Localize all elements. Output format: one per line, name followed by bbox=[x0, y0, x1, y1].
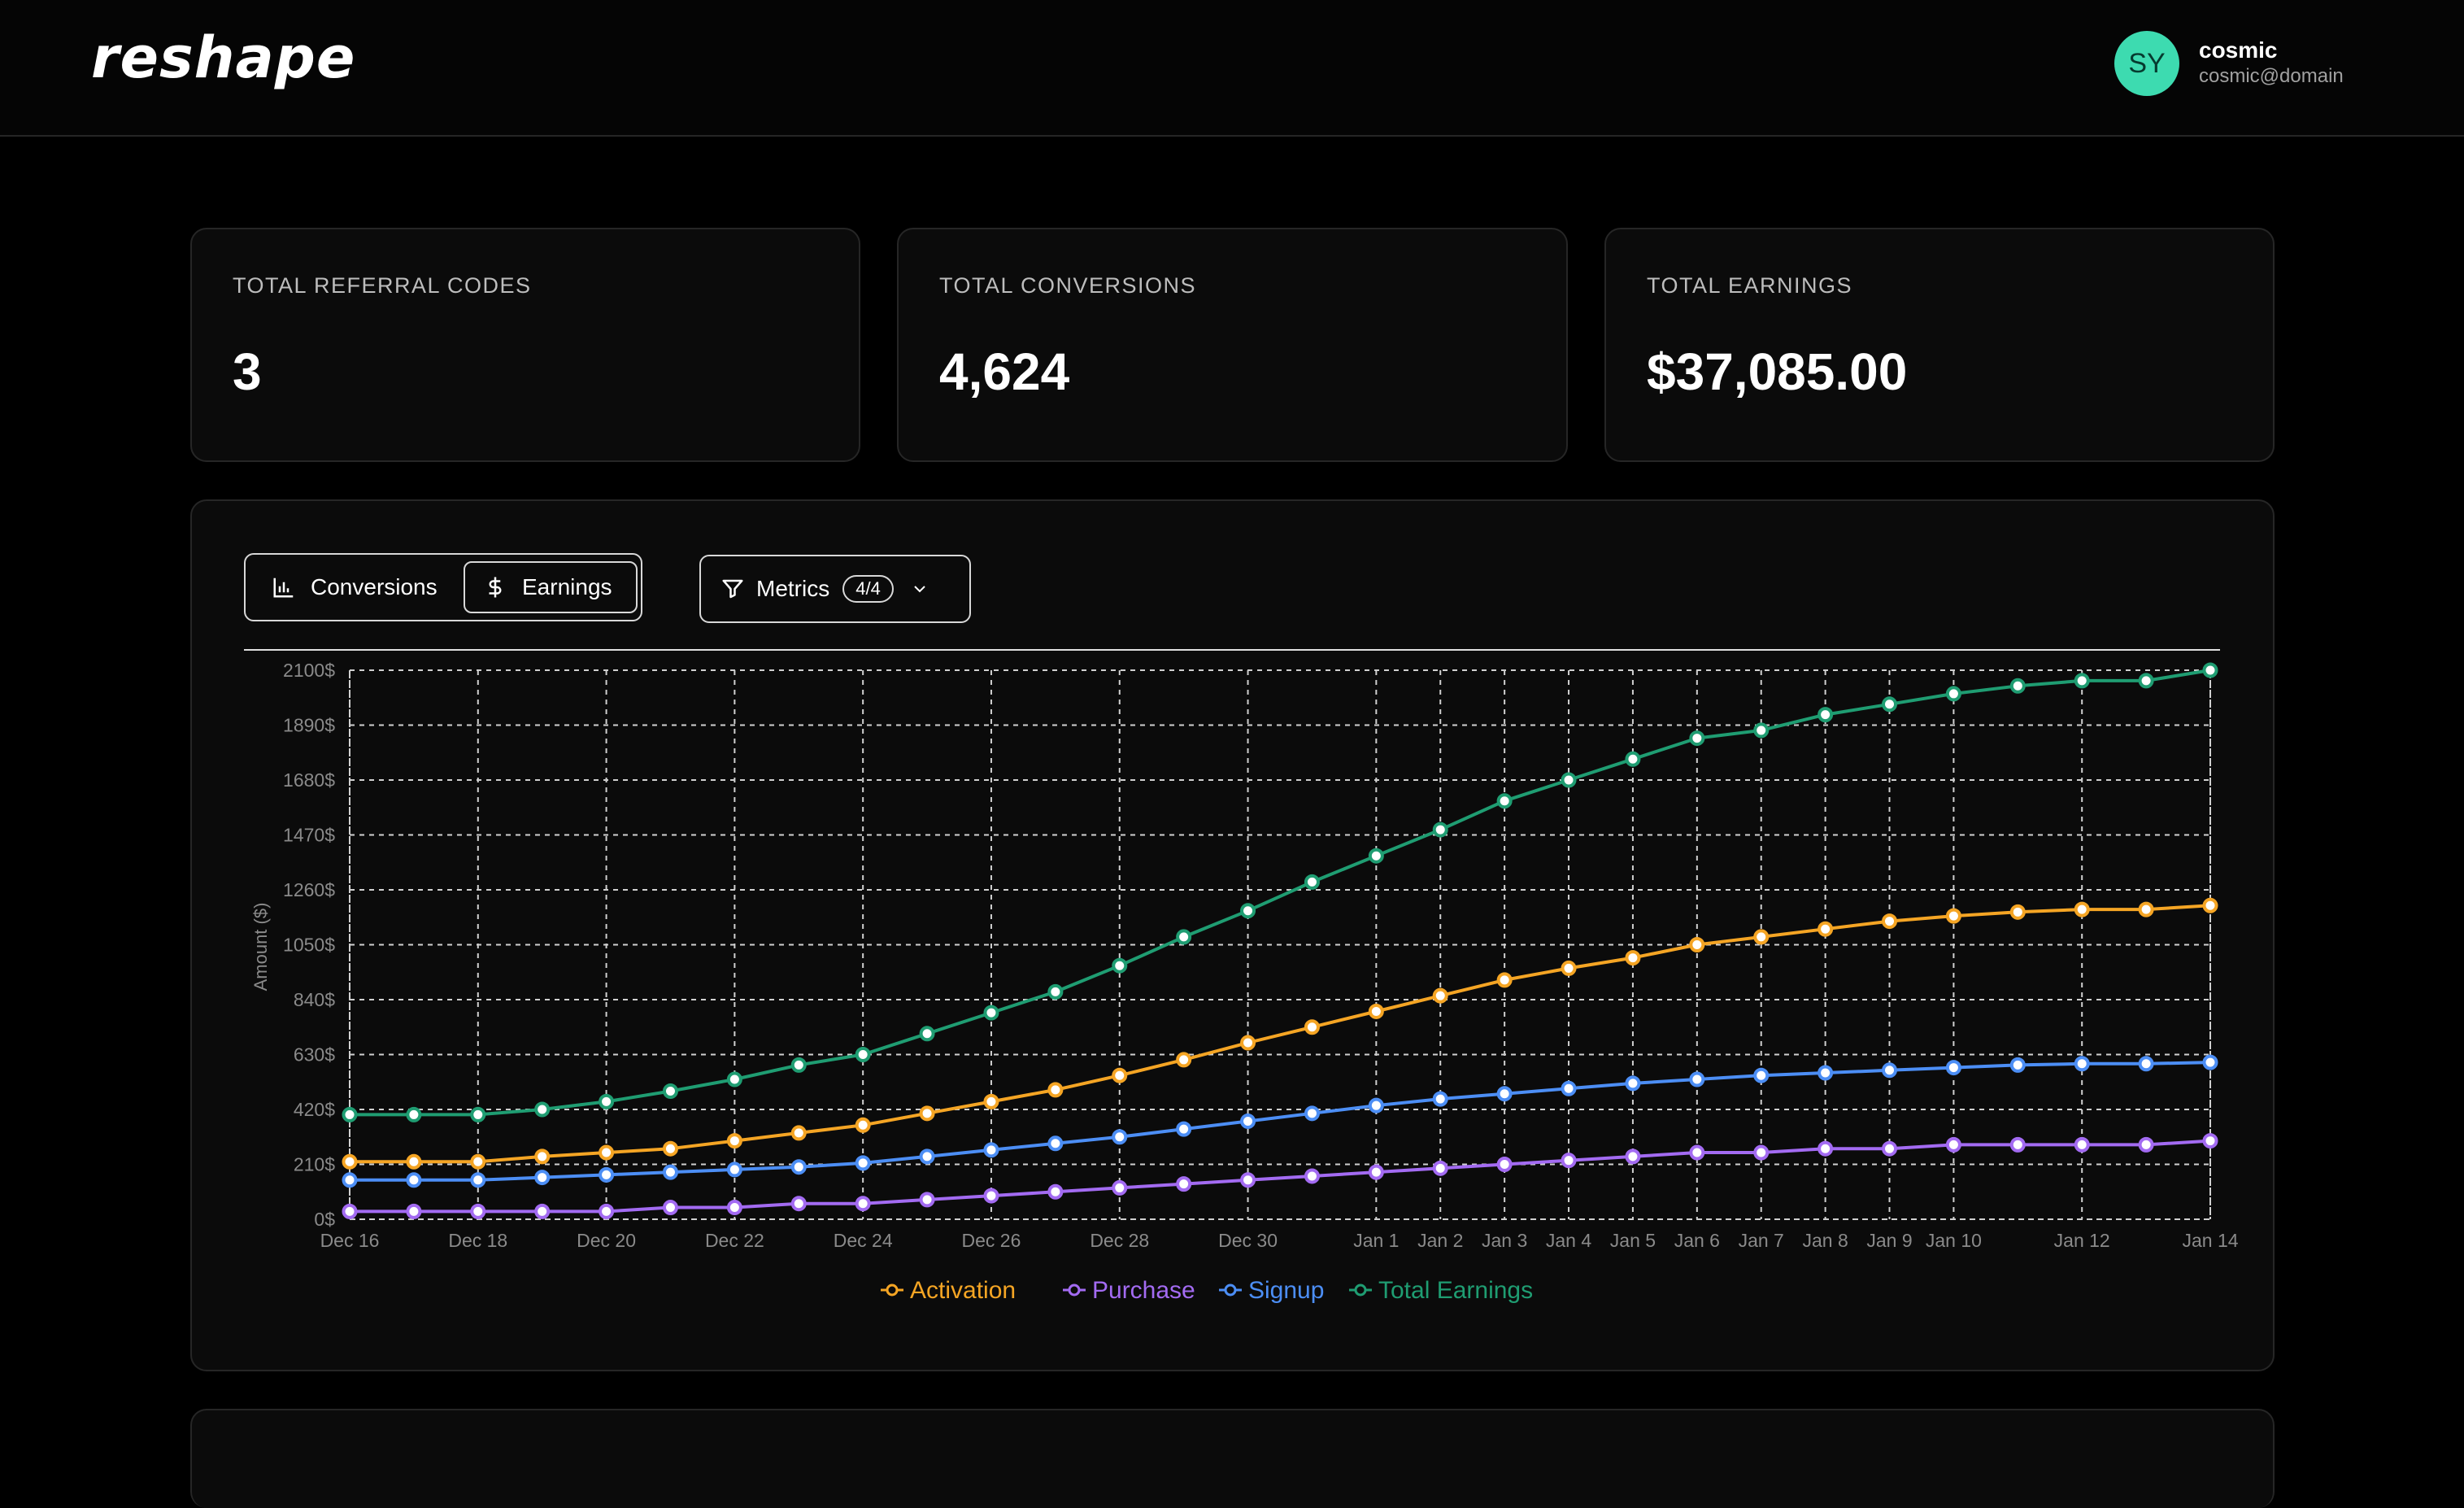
conversions-tab[interactable]: Conversions bbox=[272, 561, 467, 613]
top-bar: reshape SY cosmic cosmic@domain bbox=[0, 0, 2464, 137]
stat-value: 4,624 bbox=[939, 342, 1070, 401]
metrics-filter-button[interactable]: Metrics 4/4 bbox=[699, 555, 971, 623]
stat-label: TOTAL EARNINGS bbox=[1647, 273, 1853, 298]
metrics-count-badge: 4/4 bbox=[842, 575, 894, 603]
bar-chart-icon bbox=[273, 577, 294, 598]
earnings-label: Earnings bbox=[522, 574, 612, 599]
stat-value: 3 bbox=[233, 342, 262, 401]
chevron-down-icon bbox=[914, 586, 925, 593]
user-name: cosmic bbox=[2199, 37, 2278, 63]
stat-card-earnings: TOTAL EARNINGS $37,085.00 bbox=[1604, 228, 2275, 462]
filter-icon bbox=[722, 579, 743, 599]
chart-mode-toggle: Conversions Earnings bbox=[244, 553, 642, 621]
stat-label: TOTAL REFERRAL CODES bbox=[233, 273, 532, 298]
conversions-label: Conversions bbox=[311, 574, 438, 599]
divider bbox=[244, 649, 2220, 651]
stat-label: TOTAL CONVERSIONS bbox=[939, 273, 1197, 298]
bottom-card bbox=[190, 1409, 2275, 1508]
stat-card-conversions: TOTAL CONVERSIONS 4,624 bbox=[897, 228, 1568, 462]
metrics-label: Metrics bbox=[756, 576, 830, 601]
stat-card-referral-codes: TOTAL REFERRAL CODES 3 bbox=[190, 228, 860, 462]
chart-card bbox=[190, 499, 2275, 1371]
dollar-icon bbox=[489, 577, 502, 598]
earnings-tab[interactable]: Earnings bbox=[464, 561, 638, 613]
user-email: cosmic@domain bbox=[2199, 65, 2344, 87]
avatar[interactable]: SY bbox=[2114, 31, 2179, 96]
stat-value: $37,085.00 bbox=[1647, 342, 1908, 401]
app-logo[interactable]: reshape bbox=[91, 24, 356, 91]
